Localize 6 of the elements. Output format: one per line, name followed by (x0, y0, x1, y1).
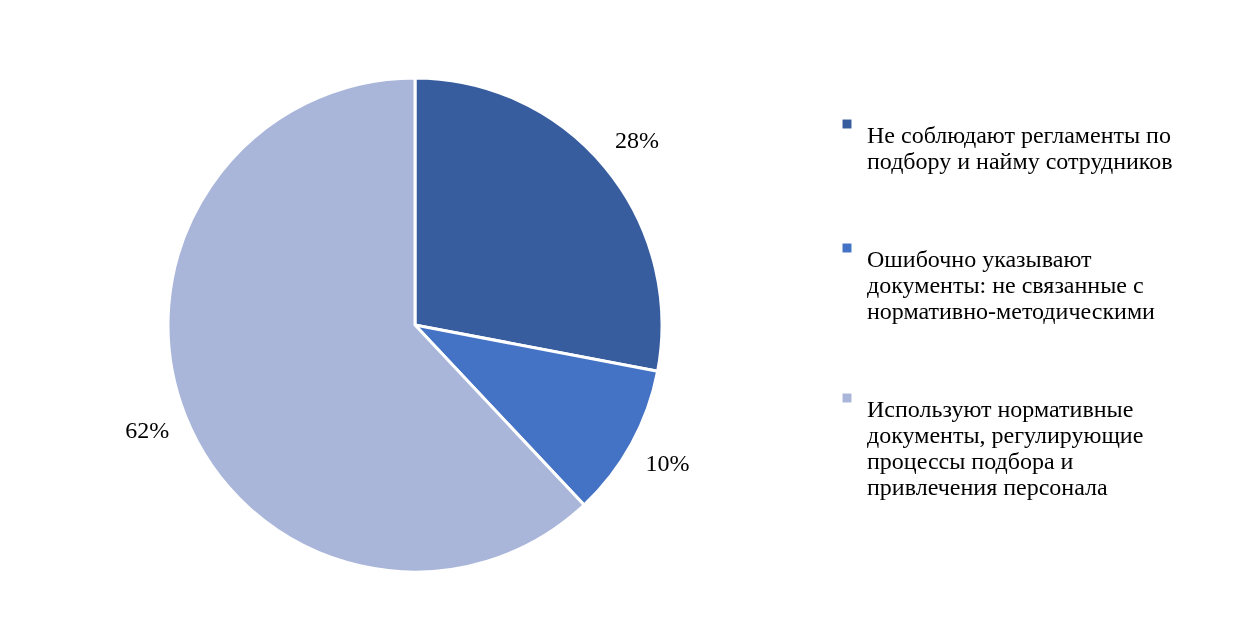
legend-label: Не соблюдают регламенты по подбору и найму сотрудников (867, 122, 1173, 174)
legend-label: Ошибочно указывают документы: не связанные с нормативно-методическими (867, 246, 1156, 324)
data-label: 28% (614, 127, 659, 154)
data-label: 62% (125, 417, 170, 444)
legend-label: Используют нормативные документы, регулирующие процессы подбора и привлечения персонала (867, 396, 1144, 500)
data-label: 10% (645, 449, 690, 476)
